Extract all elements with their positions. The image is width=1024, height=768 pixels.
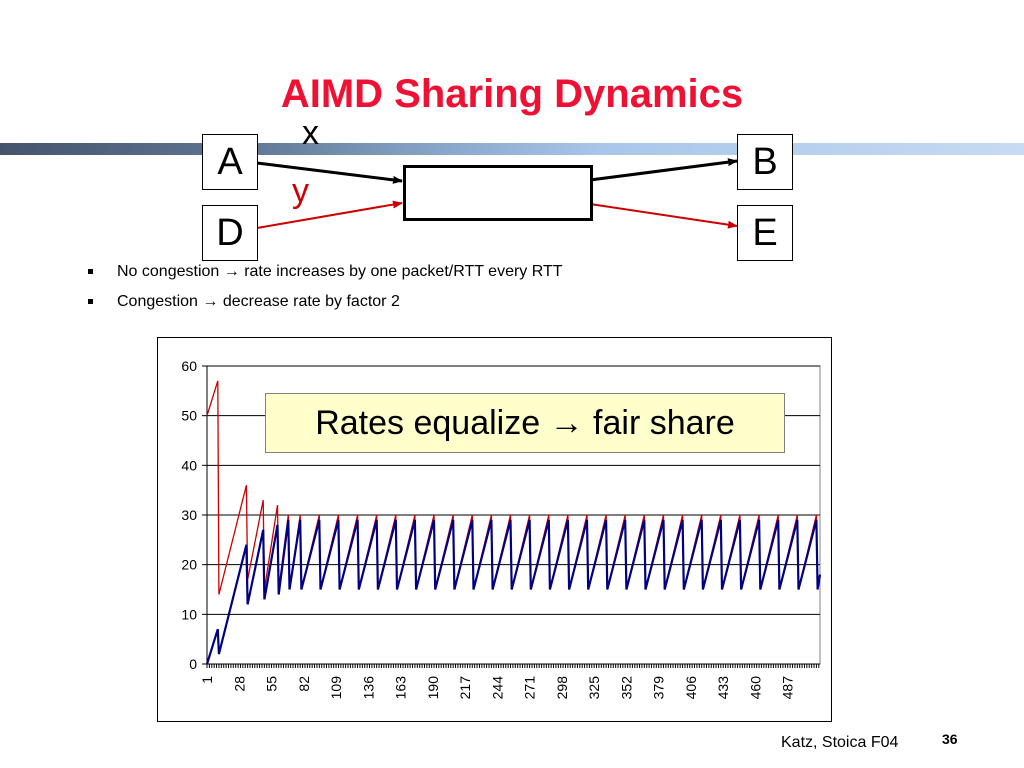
right-arrow-icon: → <box>549 404 584 442</box>
bullet-item-congestion: Congestion → decrease rate by factor 2 <box>88 292 563 322</box>
y-tick-label: 10 <box>181 606 197 622</box>
bullet-prefix: No congestion <box>117 263 220 280</box>
bullet-text: rate increases by one packet/RTT every R… <box>244 263 563 280</box>
x-tick-label: 82 <box>296 676 312 692</box>
x-tick-label: 109 <box>328 676 344 700</box>
x-tick-label: 1 <box>199 676 215 684</box>
callout-text: fair share <box>593 404 735 442</box>
network-arrows <box>256 158 738 229</box>
node-a: A <box>202 134 258 190</box>
bullet-text: decrease rate by factor 2 <box>222 293 400 310</box>
node-b: B <box>737 134 793 190</box>
x-tick-label: 406 <box>683 676 699 700</box>
router-box <box>403 165 593 221</box>
footer-credit: Katz, Stoica F04 <box>781 734 899 751</box>
slide-title: AIMD Sharing Dynamics <box>280 72 744 116</box>
flow-y-in-arrow <box>256 200 403 229</box>
y-tick-label: 30 <box>181 507 197 523</box>
bullet-prefix: Congestion <box>117 293 198 310</box>
flow-x-in-arrow <box>256 161 403 184</box>
bullet-square-icon <box>88 299 93 304</box>
flow-y-label: y <box>292 172 309 210</box>
flow-x-out-arrow <box>589 158 738 182</box>
x-tick-label: 298 <box>554 676 570 700</box>
x-tick-label: 487 <box>780 676 796 700</box>
y-tick-label: 40 <box>181 457 197 473</box>
y-tick-label: 60 <box>181 358 197 374</box>
title-rule-light <box>600 143 1024 155</box>
title-rule-dark <box>0 143 600 155</box>
x-tick-label: 136 <box>360 676 376 700</box>
flow-x-label: x <box>302 114 319 152</box>
node-d: D <box>202 205 258 261</box>
y-tick-label: 0 <box>189 656 197 672</box>
x-tick-label: 352 <box>618 676 634 700</box>
x-tick-label: 217 <box>457 676 473 700</box>
fair-share-callout: Rates equalize → fair share <box>265 393 785 453</box>
callout-prefix: Rates equalize <box>315 404 541 442</box>
y-tick-label: 50 <box>181 408 197 424</box>
x-tick-label: 55 <box>264 676 280 692</box>
x-tick-label: 163 <box>393 676 409 700</box>
flow-y-out-arrow <box>589 203 738 229</box>
x-tick-label: 325 <box>586 676 602 700</box>
bullet-square-icon <box>88 269 93 274</box>
x-tick-label: 460 <box>747 676 763 700</box>
x-tick-label: 28 <box>231 676 247 692</box>
x-tick-label: 271 <box>522 676 538 700</box>
x-tick-label: 244 <box>489 676 505 700</box>
page-number: 36 <box>942 731 958 747</box>
bullet-list: No congestion → rate increases by one pa… <box>88 262 563 322</box>
y-tick-label: 20 <box>181 557 197 573</box>
bullet-item-no-congestion: No congestion → rate increases by one pa… <box>88 262 563 292</box>
series-line-blue <box>205 519 822 665</box>
right-arrow-icon: → <box>223 263 240 280</box>
right-arrow-icon: → <box>202 293 219 310</box>
x-tick-label: 379 <box>651 676 667 700</box>
node-e: E <box>737 205 793 261</box>
x-tick-label: 190 <box>425 676 441 700</box>
x-tick-label: 433 <box>715 676 731 700</box>
